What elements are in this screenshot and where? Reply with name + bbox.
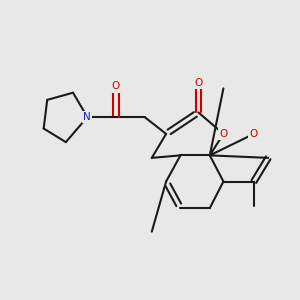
Text: O: O bbox=[112, 81, 120, 91]
Text: O: O bbox=[219, 129, 227, 139]
Text: O: O bbox=[250, 129, 258, 139]
Text: N: N bbox=[83, 112, 91, 122]
Text: O: O bbox=[194, 78, 202, 88]
